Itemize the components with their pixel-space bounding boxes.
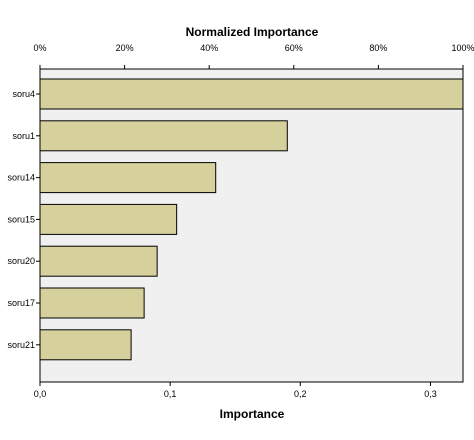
x-axis-label: Importance [220,407,285,421]
category-label: soru4 [12,89,35,99]
bottom-axis-ticks: 0,0 0,1 0,2 0,3 [34,382,437,399]
top-tick-label: 0% [33,43,46,53]
bar-soru14 [39,162,217,194]
category-label: soru20 [7,256,35,266]
category-label: soru15 [7,214,35,224]
bar-soru4 [39,78,464,110]
top-tick-label: 40% [200,43,218,53]
bottom-tick-label: 0,1 [164,389,177,399]
top-tick-label: 100% [451,43,474,53]
category-label: soru21 [7,340,35,350]
bottom-tick-label: 0,2 [294,389,307,399]
top-tick-label: 20% [116,43,134,53]
bar-soru20 [39,245,158,277]
bar-soru21 [39,329,132,361]
bottom-tick-label: 0,0 [34,389,47,399]
category-label: soru17 [7,298,35,308]
top-axis-ticks: 0% 20% 40% 60% 80% 100% [33,43,474,69]
category-label: soru1 [12,131,35,141]
bar-soru1 [39,120,288,152]
category-labels: soru4 soru1 soru14 soru15 soru20 soru17 soru21 [7,89,40,350]
bar-soru15 [39,203,178,235]
chart-title: Normalized Importance [186,25,319,39]
top-tick-label: 80% [369,43,387,53]
top-tick-label: 60% [285,43,303,53]
bars-group [39,78,464,361]
category-label: soru14 [7,173,35,183]
bar-soru17 [39,287,145,319]
bottom-tick-label: 0,3 [424,389,437,399]
